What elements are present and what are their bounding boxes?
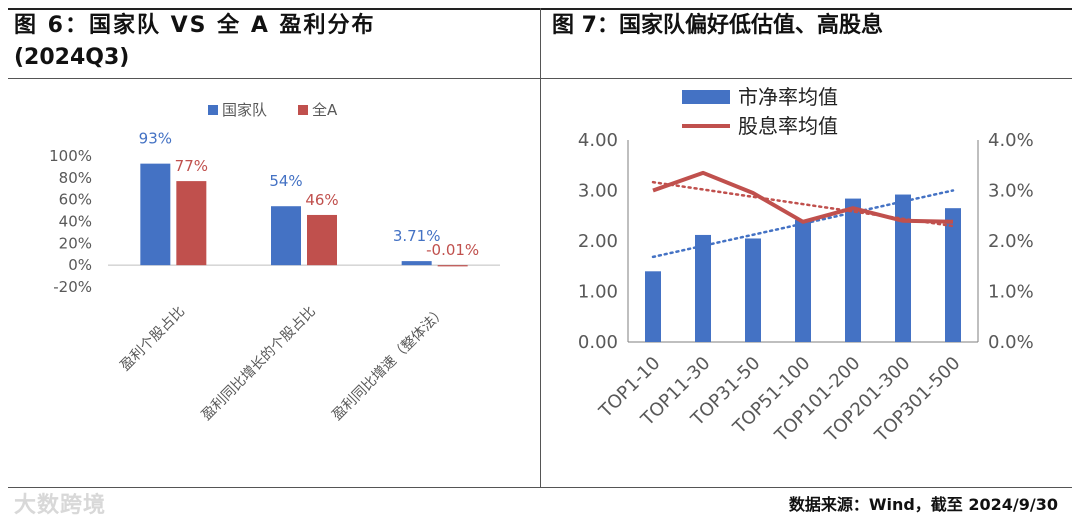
bar-pb-mean [695,234,711,342]
legend-label-line: 股息率均值 [738,114,838,138]
bar-pb-mean [895,194,911,342]
x-tick-label: 盈利同比增长的个股占比 [199,304,319,424]
bar-all-a [307,214,337,266]
y-left-tick-label: 2.00 [578,231,618,252]
title-separator [8,78,1072,79]
panel-divider [540,8,541,488]
watermark: 大数跨境 [14,493,107,518]
y-tick-label: 40% [59,213,92,231]
x-tick-label: 盈利同比增速（整体法） [329,304,449,424]
data-label: 54% [269,172,302,190]
right-chart: 0.00 1.00 2.00 3.00 4.00 0.0% 1.0% 2.0% 3.0% 4.0%… [578,85,1034,447]
bar-pb-mean [795,219,811,342]
y-right-tick-label: 2.0% [988,231,1034,252]
data-label: 46% [305,191,338,209]
bar-pb-mean [945,208,961,342]
right-chart-title: 图 7：国家队偏好低估值、高股息 [552,13,883,38]
bar-all-a [437,265,468,267]
y-tick-label: 100% [49,147,92,165]
dividend-yield-line [652,170,954,224]
y-tick-label: 0% [68,256,92,274]
left-chart-title: 图 6：国家队 VS 全 A 盈利分布 [14,13,376,38]
data-label: 93% [139,130,172,148]
bottom-rule [8,487,1072,488]
y-left-tick-label: 3.00 [578,181,618,202]
bar-all-a [176,181,207,266]
y-right-tick-label: 4.0% [988,130,1034,151]
y-right-tick-label: 3.0% [988,181,1034,202]
legend-label: 国家队 [222,101,267,119]
bar-pb-mean [845,198,861,342]
pb-trendline [651,189,955,259]
legend-swatch-bar [682,90,730,104]
x-tick-label: 盈利个股占比 [117,304,188,375]
data-label: 77% [175,157,208,175]
data-label: -0.01% [426,241,479,259]
bar-pb-mean [745,238,761,342]
y-left-tick-label: 4.00 [578,130,618,151]
legend-swatch [298,105,308,115]
y-left-tick-label: 0.00 [578,332,618,353]
y-tick-label: 60% [59,191,92,209]
legend-label: 全A [312,101,338,119]
y-right-tick-label: 1.0% [988,282,1034,303]
bar-national-team [401,261,432,266]
source-note: 数据来源：Wind，截至 2024/9/30 [788,495,1058,514]
bar-pb-mean [645,271,661,342]
data-label: 3.71% [393,227,441,245]
legend-swatch [208,105,218,115]
y-tick-label: 20% [59,234,92,252]
left-chart-title-period: (2024Q3) [14,45,130,70]
bar-national-team [271,206,301,266]
legend-label-bar: 市净率均值 [738,85,838,109]
y-tick-label: 80% [59,169,92,187]
dividend-trendline [651,180,955,228]
y-left-tick-label: 1.00 [578,282,618,303]
y-tick-label: -20% [53,278,92,296]
left-chart: -20% 0% 20% 40% 60% 80% 100% 93% 54% 3.71% 77% 46% -… [49,101,500,424]
y-right-tick-label: 0.0% [988,332,1034,353]
bar-national-team [140,163,171,266]
